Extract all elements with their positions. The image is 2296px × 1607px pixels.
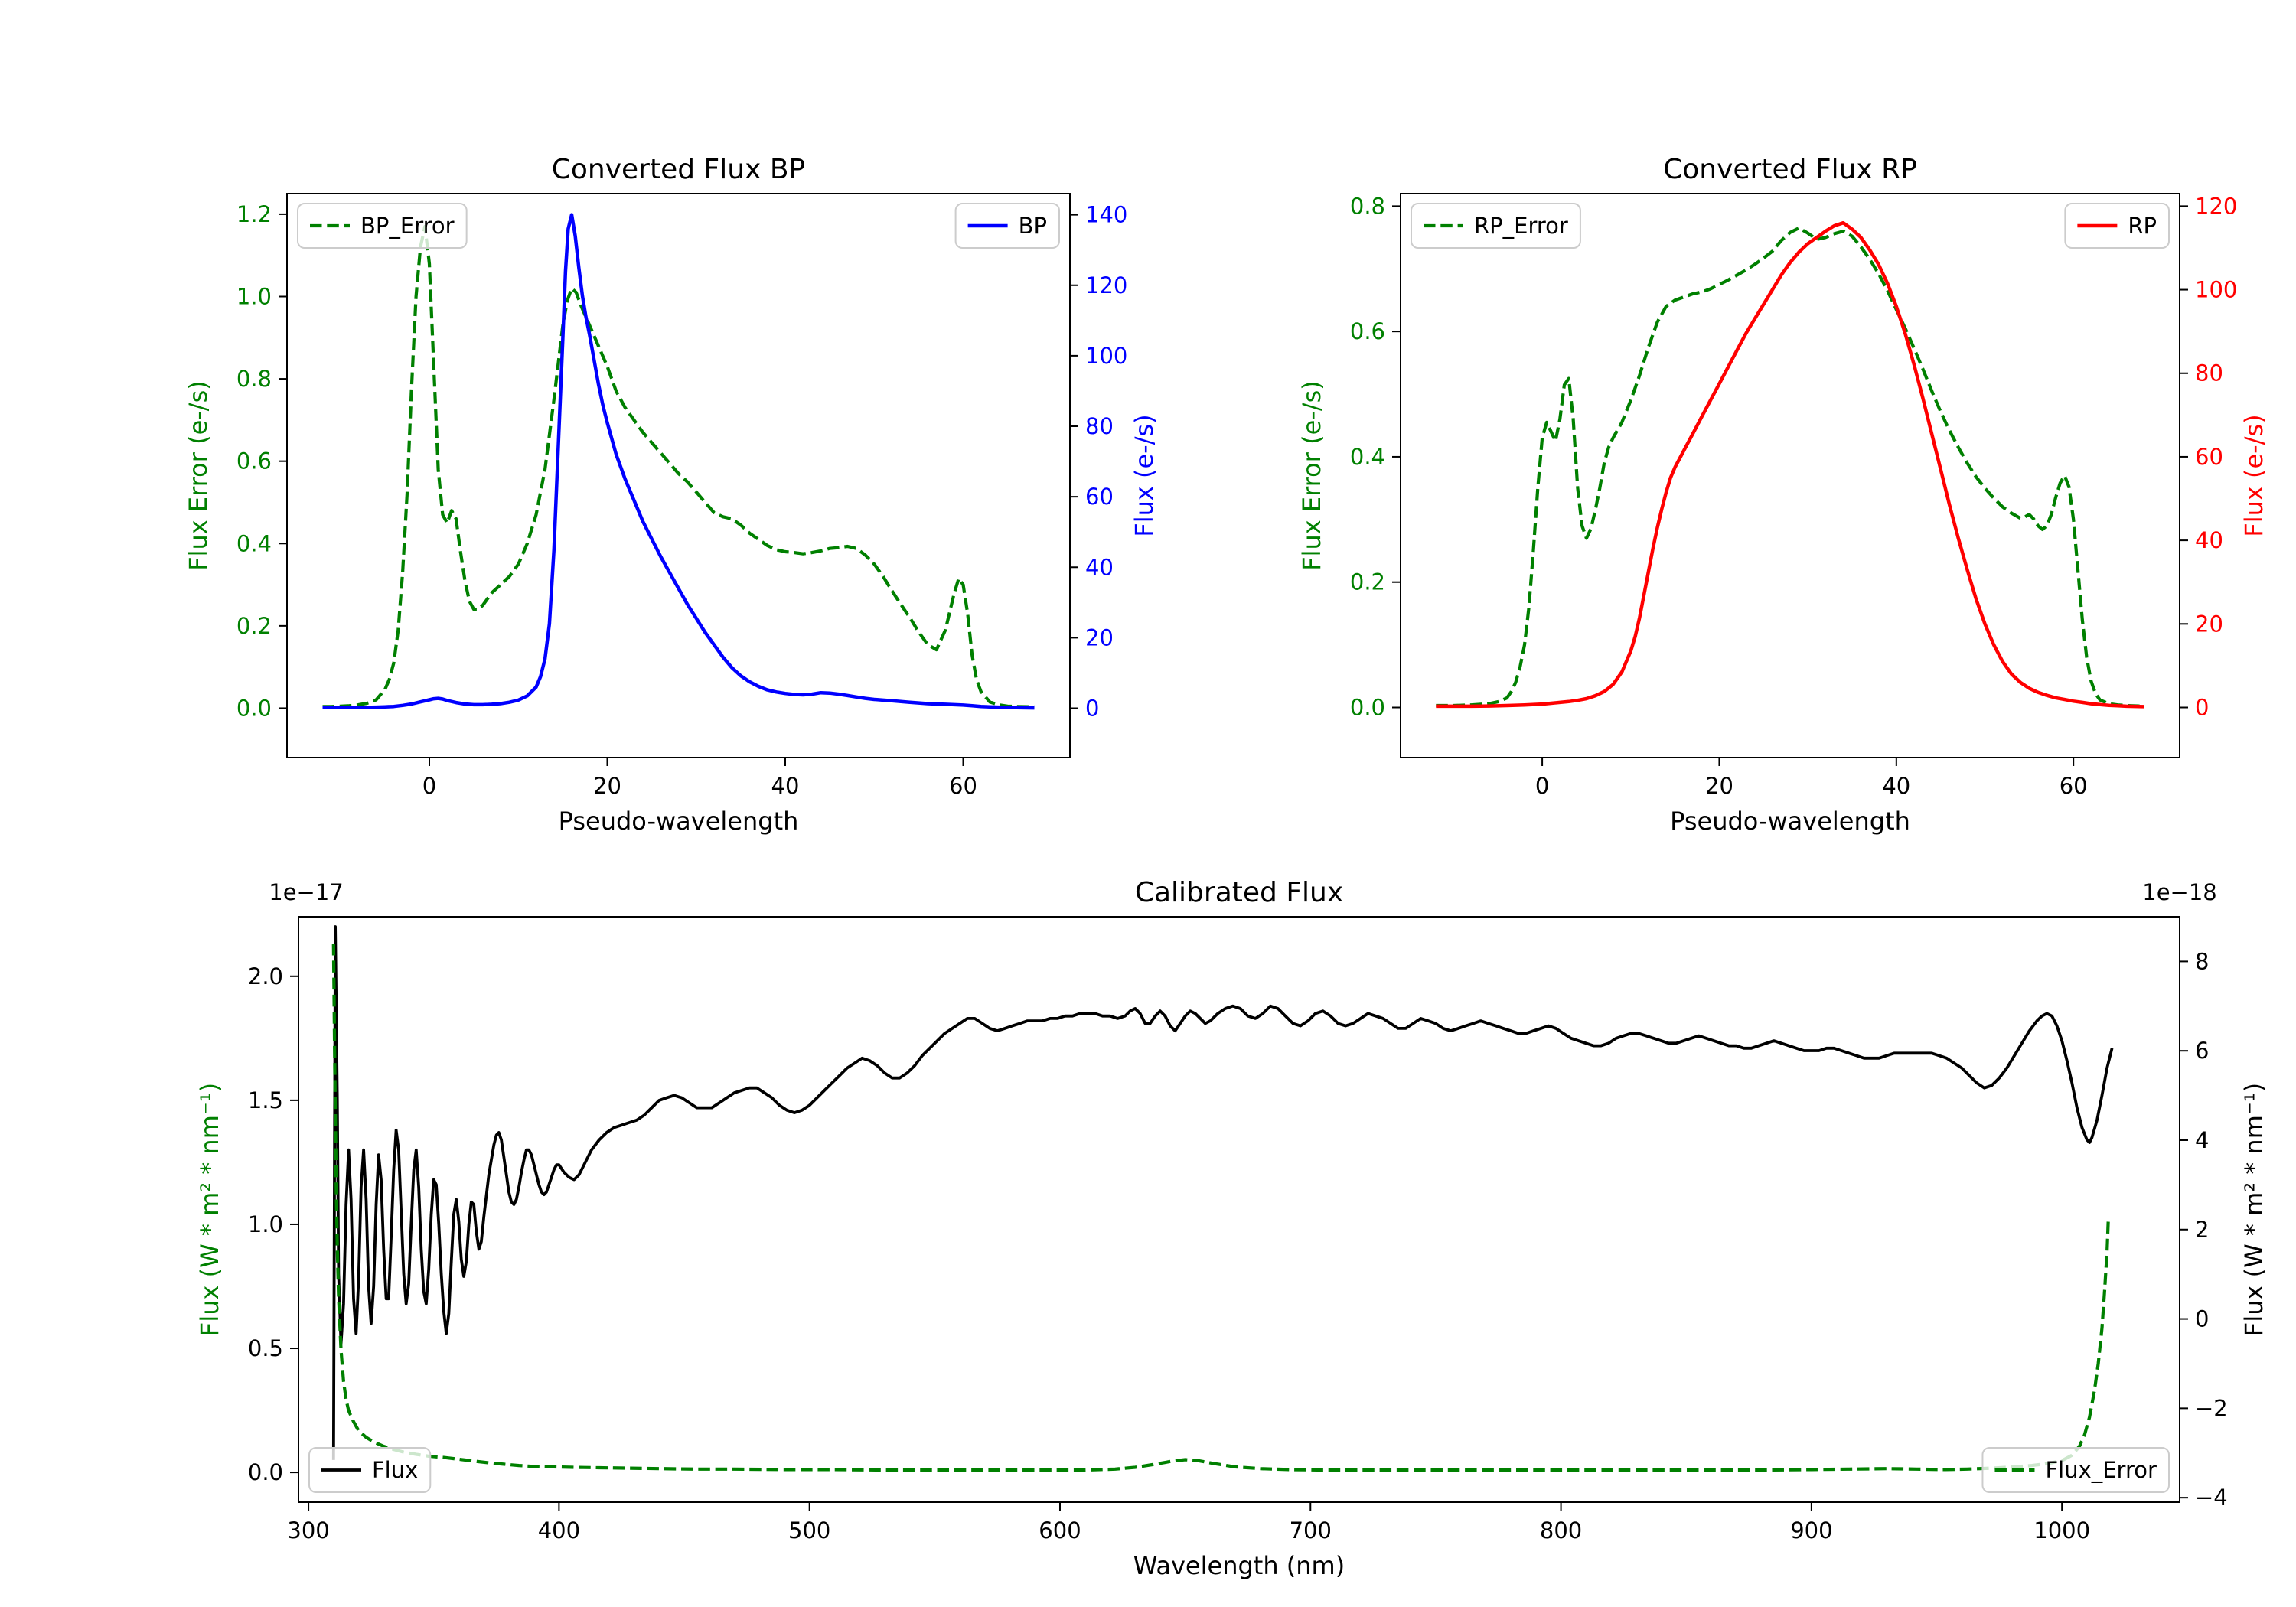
axes-frame — [298, 916, 2180, 1503]
y-tick-label-right: 40 — [2195, 527, 2223, 553]
y-tick-label-left: 0.2 — [1350, 569, 1385, 595]
legend-label: BP — [1019, 213, 1047, 239]
x-tick-label: 900 — [1790, 1517, 1832, 1543]
y-tick-label-right: 60 — [2195, 444, 2223, 470]
y-tick-label-right: 80 — [1085, 413, 1114, 439]
y-tick-label-right: 6 — [2195, 1038, 2209, 1064]
x-axis-label: Pseudo-wavelength — [559, 807, 799, 836]
y-tick-label-right: 80 — [2195, 360, 2223, 386]
chart-cal: 300 400 500 600 700 800 900 1000 0.0 0.5 1.0 1.5 2.0… — [195, 877, 2268, 1580]
y-tick-label-right: 60 — [1085, 484, 1114, 510]
y-axis-label-left: Flux (W * m² * nm⁻¹) — [195, 1083, 224, 1336]
series-Flux — [331, 925, 2114, 1460]
x-tick-label: 500 — [788, 1517, 830, 1543]
y-tick-label-right: 20 — [1085, 624, 1114, 650]
y-axis-label-right: Flux (W * m² * nm⁻¹) — [2239, 1083, 2268, 1336]
x-tick-label: 0 — [422, 773, 436, 799]
y-tick-label-right: −2 — [2195, 1395, 2228, 1421]
y-tick-label-left: 0.5 — [248, 1335, 283, 1361]
y-tick-label-left: 1.0 — [248, 1211, 283, 1237]
y-axis-label-left: Flux Error (e-/s) — [184, 380, 213, 571]
legend-box — [297, 203, 468, 249]
x-tick-label: 60 — [2060, 773, 2088, 799]
offset-text-right: 1e−18 — [2142, 879, 2217, 905]
y-tick-label-left: 0.0 — [1350, 694, 1385, 720]
y-tick-label-right: 8 — [2195, 948, 2209, 974]
legend-box — [1981, 1447, 2170, 1493]
y-tick-label-left: 0.4 — [236, 530, 272, 556]
y-tick-label-right: 2 — [2195, 1217, 2209, 1243]
y-tick-label-left: 0.4 — [1350, 444, 1385, 470]
series-RP_Error — [1436, 226, 2144, 708]
y-tick-label-left: 0.8 — [1350, 193, 1385, 219]
y-tick-label-left: 0.0 — [236, 695, 272, 721]
y-tick-label-right: 0 — [2195, 1306, 2209, 1332]
x-tick-label: 20 — [1705, 773, 1733, 799]
y-axis-label-right: Flux (e-/s) — [2239, 414, 2268, 536]
y-tick-label-right: 120 — [1085, 272, 1127, 298]
legend-label: BP_Error — [360, 213, 455, 239]
y-tick-label-right: 100 — [2195, 277, 2237, 303]
axes-frame — [1400, 193, 2180, 758]
chart-title: Converted Flux RP — [1663, 154, 1917, 185]
y-tick-label-right: 120 — [2195, 193, 2237, 219]
series-BP — [322, 213, 1035, 710]
y-tick-label-left: 2.0 — [248, 963, 283, 989]
chart-rp: 0 20 40 60 0.0 0.2 0.4 0.6 0.8 Flux Error (e-/s) 0… — [1297, 154, 2268, 836]
x-tick-label: 40 — [771, 773, 800, 799]
y-tick-label-left: 0.0 — [248, 1459, 283, 1485]
x-tick-label: 20 — [593, 773, 621, 799]
legend-label: Flux — [372, 1457, 418, 1483]
x-tick-label: 700 — [1290, 1517, 1332, 1543]
x-tick-label: 40 — [1882, 773, 1910, 799]
legend-label: Flux_Error — [2045, 1457, 2157, 1483]
series-Flux_Error — [331, 943, 2110, 1472]
chart-title: Converted Flux BP — [552, 154, 805, 185]
y-tick-label-left: 0.8 — [236, 366, 272, 392]
y-axis-label-right: Flux (e-/s) — [1130, 414, 1159, 536]
x-tick-label: 300 — [287, 1517, 329, 1543]
x-tick-label: 60 — [949, 773, 977, 799]
legend-label: RP_Error — [1474, 213, 1568, 239]
y-tick-label-left: 0.2 — [236, 613, 272, 639]
y-tick-label-right: 140 — [1085, 202, 1127, 228]
chart-title: Calibrated Flux — [1135, 877, 1343, 908]
y-axis-label-left: Flux Error (e-/s) — [1297, 380, 1326, 571]
x-tick-label: 1000 — [2033, 1517, 2090, 1543]
y-tick-label-right: −4 — [2195, 1485, 2228, 1511]
y-tick-label-left: 0.6 — [1350, 318, 1385, 344]
legend-box — [1411, 203, 1581, 249]
x-tick-label: 600 — [1039, 1517, 1081, 1543]
y-tick-label-left: 1.2 — [236, 201, 272, 227]
series-BP_Error — [322, 224, 1035, 709]
y-tick-label-right: 0 — [1085, 696, 1099, 722]
offset-text-left: 1e−17 — [269, 879, 344, 905]
y-tick-label-left: 1.0 — [236, 283, 272, 309]
y-tick-label-right: 0 — [2195, 694, 2209, 720]
legend-box — [308, 1447, 432, 1493]
y-tick-label-left: 1.5 — [248, 1087, 283, 1113]
series-RP — [1436, 220, 2144, 709]
x-axis-label: Wavelength (nm) — [1133, 1551, 1345, 1580]
y-tick-label-right: 4 — [2195, 1127, 2209, 1153]
x-tick-label: 800 — [1540, 1517, 1582, 1543]
x-tick-label: 400 — [538, 1517, 580, 1543]
y-tick-label-right: 40 — [1085, 554, 1114, 580]
y-tick-label-left: 0.6 — [236, 448, 272, 474]
x-tick-label: 0 — [1535, 773, 1549, 799]
axes-frame — [286, 193, 1071, 758]
chart-bp: 0 20 40 60 0.0 0.2 0.4 0.6 0.8 1.0 1.2 Flux Error (… — [184, 154, 1159, 836]
x-axis-label: Pseudo-wavelength — [1670, 807, 1910, 836]
legend-label: RP — [2128, 213, 2157, 239]
y-tick-label-right: 100 — [1085, 343, 1127, 369]
y-tick-label-right: 20 — [2195, 611, 2223, 637]
